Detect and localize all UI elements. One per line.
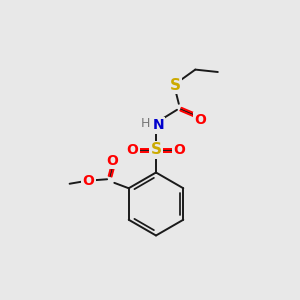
- Text: H: H: [141, 117, 150, 130]
- Text: O: O: [173, 143, 185, 157]
- Text: S: S: [151, 142, 161, 158]
- Text: N: N: [152, 118, 164, 132]
- Text: O: O: [106, 154, 119, 168]
- Text: O: O: [127, 143, 139, 157]
- Text: O: O: [82, 174, 94, 188]
- Text: O: O: [194, 113, 206, 127]
- Text: S: S: [169, 78, 180, 93]
